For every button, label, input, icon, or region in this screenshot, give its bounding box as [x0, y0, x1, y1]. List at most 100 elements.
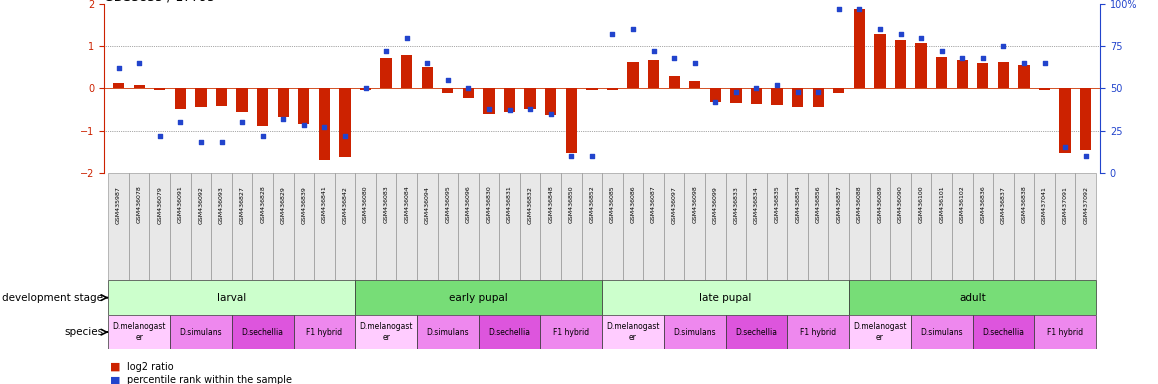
Bar	[849, 173, 870, 280]
Bar	[293, 315, 356, 349]
Bar	[541, 315, 602, 349]
Text: late pupal: late pupal	[699, 293, 752, 303]
Bar	[895, 40, 907, 88]
Bar	[356, 280, 602, 315]
Point	[994, 43, 1012, 49]
Text: GSM436854: GSM436854	[796, 186, 800, 223]
Point	[418, 60, 437, 66]
Text: D.melanogast
er: D.melanogast er	[607, 323, 660, 342]
Bar	[356, 315, 417, 349]
Text: GSM436852: GSM436852	[589, 186, 594, 223]
Bar	[931, 173, 952, 280]
Text: GSM436087: GSM436087	[651, 186, 657, 223]
Text: GSM436097: GSM436097	[672, 186, 676, 223]
Text: GSM437092: GSM437092	[1083, 186, 1089, 224]
Bar	[607, 88, 618, 90]
Text: GSM436829: GSM436829	[280, 186, 286, 223]
Bar	[257, 88, 269, 126]
Bar	[1034, 173, 1055, 280]
Text: GSM437091: GSM437091	[1063, 186, 1068, 223]
Text: GSM436838: GSM436838	[1021, 186, 1026, 223]
Point	[109, 65, 127, 71]
Bar	[602, 173, 623, 280]
Bar	[726, 315, 787, 349]
Bar	[787, 315, 849, 349]
Point	[460, 85, 478, 91]
Bar	[459, 173, 478, 280]
Bar	[1034, 315, 1095, 349]
Point	[212, 139, 230, 146]
Bar	[175, 88, 186, 109]
Point	[582, 153, 601, 159]
Bar	[750, 88, 762, 104]
Point	[871, 26, 889, 32]
Point	[603, 31, 622, 37]
Text: GSM436835: GSM436835	[775, 186, 779, 223]
Bar	[973, 315, 1034, 349]
Bar	[952, 173, 973, 280]
Bar	[849, 315, 911, 349]
Text: GSM436841: GSM436841	[322, 186, 327, 223]
Bar	[644, 173, 664, 280]
Text: percentile rank within the sample: percentile rank within the sample	[127, 375, 292, 384]
Bar	[525, 88, 536, 109]
Bar	[463, 88, 474, 98]
Bar	[211, 173, 232, 280]
Bar	[581, 173, 602, 280]
Bar	[936, 56, 947, 88]
Text: GSM435987: GSM435987	[116, 186, 122, 223]
Bar	[215, 88, 227, 106]
Bar	[664, 315, 726, 349]
Bar	[874, 34, 886, 88]
Bar	[236, 88, 248, 111]
Text: GSM436078: GSM436078	[137, 186, 141, 223]
Bar	[998, 62, 1009, 88]
Point	[479, 106, 498, 112]
Bar	[504, 88, 515, 111]
Bar	[648, 60, 659, 88]
Bar	[1018, 65, 1029, 88]
Text: early pupal: early pupal	[449, 293, 508, 303]
Bar	[478, 173, 499, 280]
Bar	[170, 315, 232, 349]
Text: GSM436094: GSM436094	[425, 186, 430, 223]
Bar	[813, 88, 823, 107]
Point	[768, 82, 786, 88]
Text: D.sechellia: D.sechellia	[489, 328, 530, 337]
Text: GSM436080: GSM436080	[364, 186, 368, 223]
Text: GSM436093: GSM436093	[219, 186, 223, 223]
Text: GSM436084: GSM436084	[404, 186, 409, 223]
Point	[521, 106, 540, 112]
Bar	[133, 85, 145, 88]
Bar	[911, 315, 973, 349]
Point	[932, 48, 951, 54]
Bar	[710, 88, 721, 102]
Point	[357, 85, 375, 91]
Bar	[808, 173, 828, 280]
Text: GSM436857: GSM436857	[836, 186, 841, 223]
Bar	[1055, 173, 1076, 280]
Point	[747, 85, 765, 91]
Bar	[417, 315, 478, 349]
Bar	[771, 88, 783, 105]
Point	[850, 6, 868, 12]
Bar	[891, 173, 911, 280]
Bar	[113, 83, 124, 88]
Point	[1077, 153, 1095, 159]
Bar	[973, 173, 994, 280]
Bar	[731, 88, 741, 103]
Bar	[849, 280, 1095, 315]
Bar	[232, 173, 252, 280]
Point	[624, 26, 643, 32]
Bar	[628, 62, 639, 88]
Text: D.simulans: D.simulans	[921, 328, 963, 337]
Bar	[417, 173, 438, 280]
Bar	[438, 173, 459, 280]
Point	[1014, 60, 1033, 66]
Point	[294, 122, 313, 129]
Bar	[767, 173, 787, 280]
Text: GSM436088: GSM436088	[857, 186, 862, 223]
Bar	[623, 173, 644, 280]
Bar	[994, 173, 1013, 280]
Text: ■: ■	[110, 362, 120, 372]
